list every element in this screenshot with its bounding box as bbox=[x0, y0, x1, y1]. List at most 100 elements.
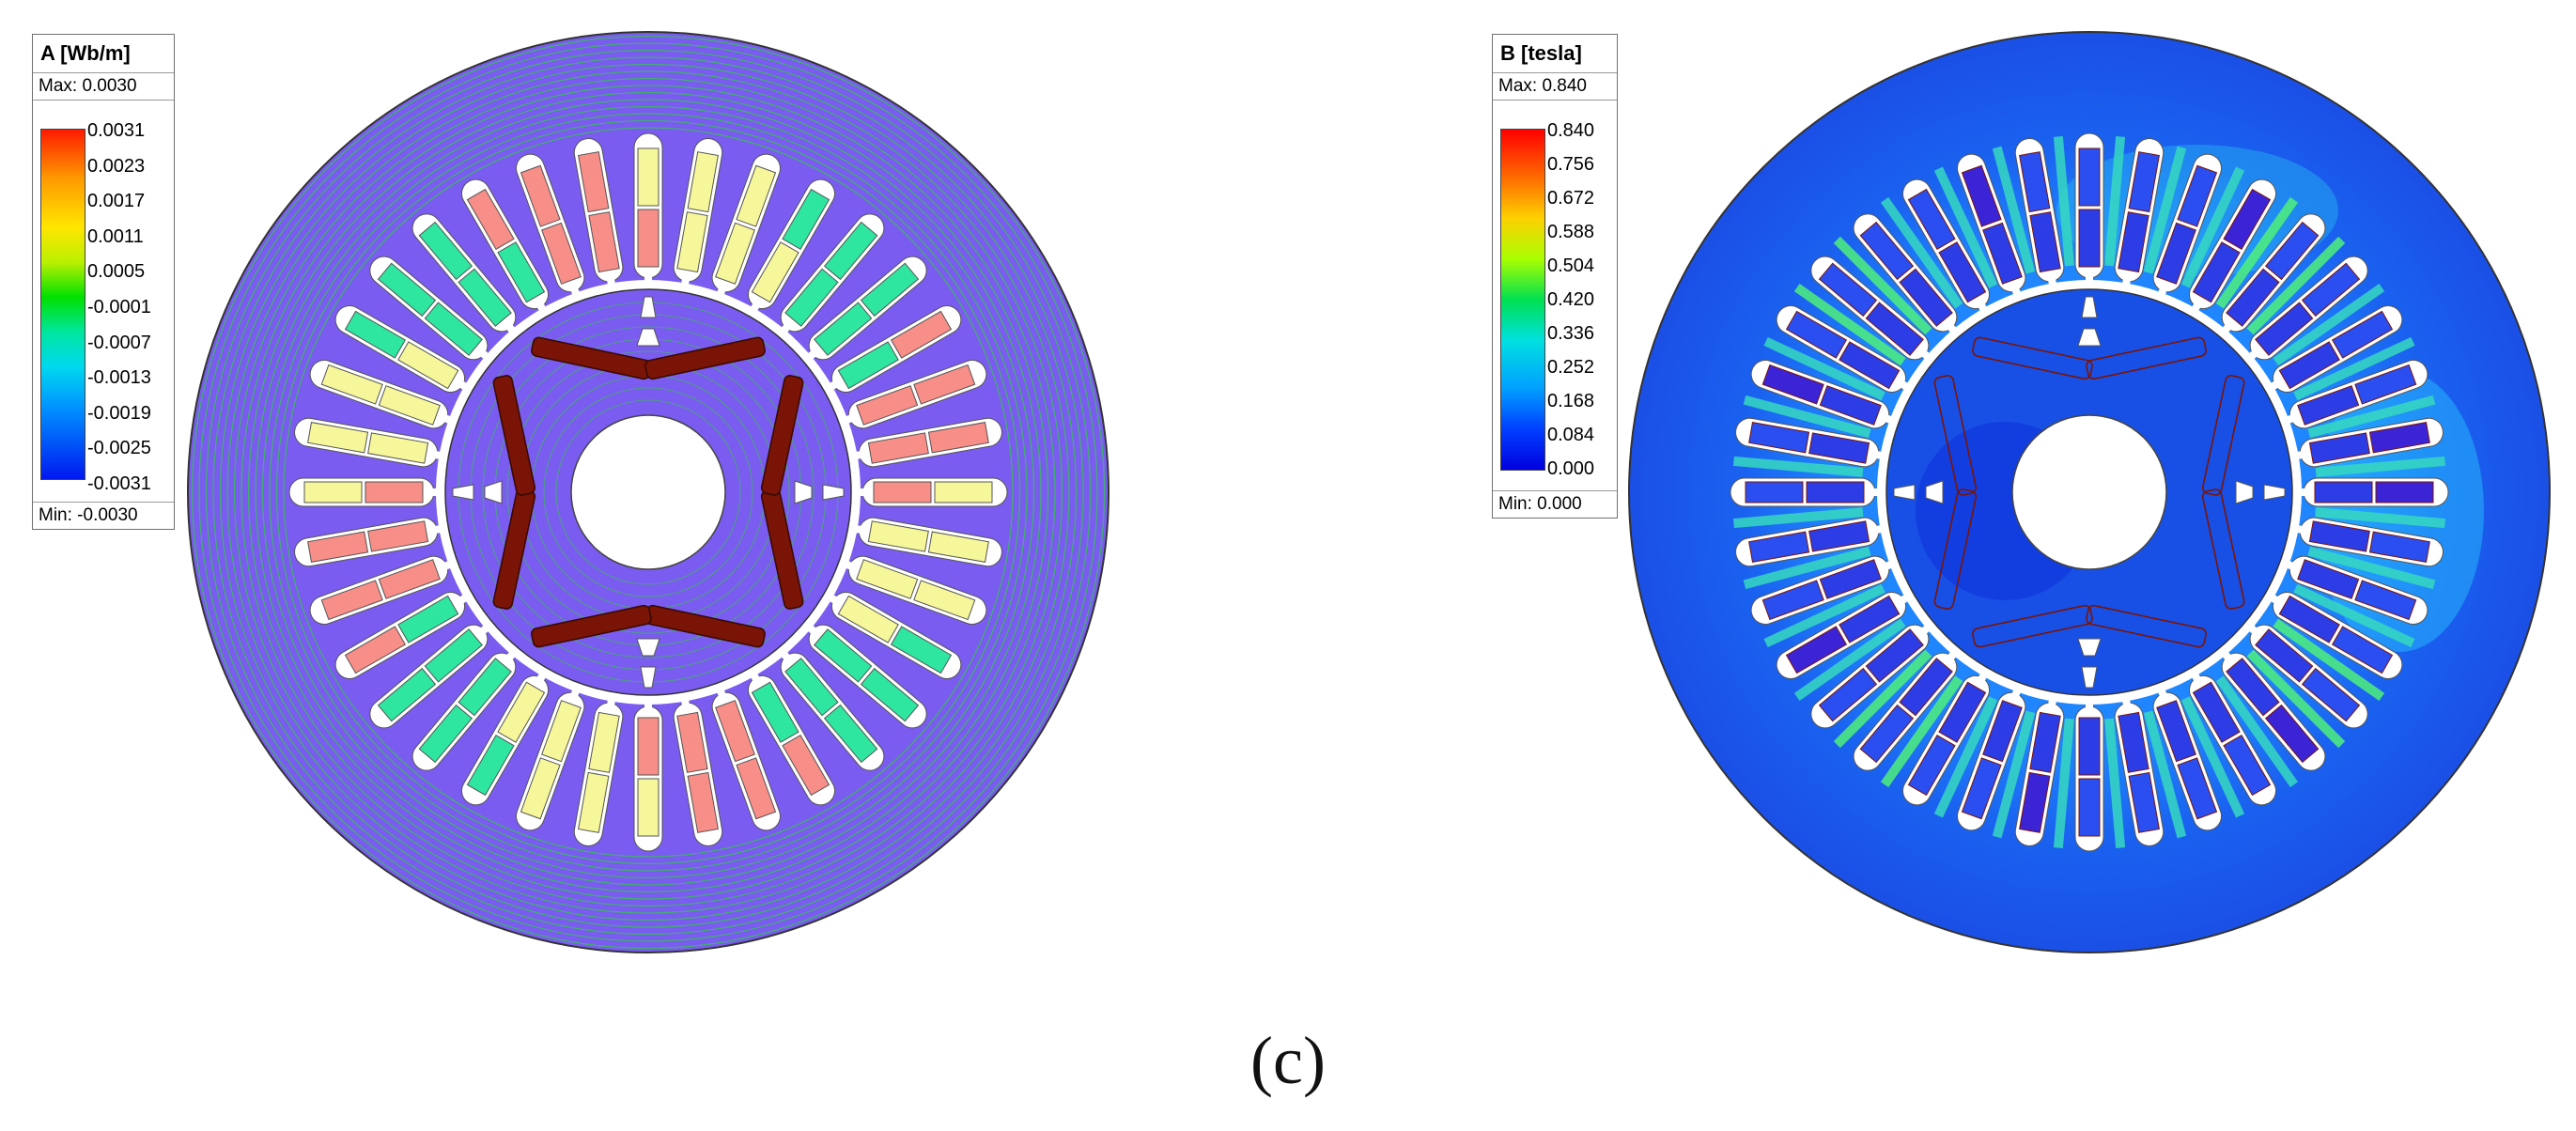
legend-tick-label: 0.0031 bbox=[87, 120, 146, 141]
flux-line bbox=[506, 350, 790, 634]
legend-tick-label: -0.0019 bbox=[87, 402, 151, 424]
coil-side bbox=[2226, 658, 2280, 717]
stator-tooth bbox=[1763, 336, 1885, 401]
coil-side bbox=[365, 481, 424, 504]
stator-tooth bbox=[1992, 146, 2036, 274]
coil-side bbox=[782, 188, 830, 251]
coil-side bbox=[736, 164, 777, 227]
flux-line bbox=[255, 99, 1042, 886]
coil-side bbox=[751, 241, 799, 303]
coil-side bbox=[2255, 628, 2314, 683]
shaft-hole bbox=[2011, 414, 2167, 570]
stator-tooth bbox=[1743, 546, 1871, 590]
rotor-magnet bbox=[644, 336, 766, 380]
stator-slot bbox=[369, 624, 489, 729]
stator-slot bbox=[309, 359, 452, 429]
stator-tooth bbox=[2315, 456, 2445, 477]
flux-barrier bbox=[2077, 638, 2102, 657]
coil-side bbox=[1982, 222, 2023, 285]
coil-side bbox=[2314, 481, 2373, 504]
stator-slot bbox=[845, 555, 987, 626]
stator-slot bbox=[2074, 132, 2126, 282]
legend-min-label: Min: -0.0030 bbox=[33, 502, 174, 529]
coil-side bbox=[307, 531, 369, 563]
stator-tooth bbox=[1933, 696, 1998, 818]
stator-slot bbox=[2215, 651, 2326, 788]
coil-side bbox=[2156, 222, 2196, 285]
rotor-magnet bbox=[492, 375, 536, 496]
coil-side bbox=[367, 432, 429, 464]
coil-side bbox=[637, 209, 660, 268]
legend-tick-label: -0.0013 bbox=[87, 367, 151, 389]
coil-side bbox=[541, 222, 582, 285]
coil-side bbox=[497, 681, 546, 743]
stator-tooth bbox=[2246, 236, 2346, 335]
stator-slot bbox=[2014, 136, 2074, 287]
flux-barrier bbox=[640, 666, 657, 689]
coil-side bbox=[715, 700, 755, 763]
coil-side bbox=[913, 580, 976, 621]
coil-side bbox=[637, 717, 660, 776]
stator-slot bbox=[294, 517, 442, 567]
coil-side bbox=[860, 262, 920, 318]
stator-tooth bbox=[2180, 696, 2245, 818]
coil-side bbox=[2118, 211, 2149, 273]
stator-slot bbox=[711, 689, 782, 831]
coil-side bbox=[2078, 147, 2101, 207]
coil-side bbox=[520, 164, 561, 227]
coil-side bbox=[2192, 241, 2241, 303]
stator-slot bbox=[1880, 672, 1990, 806]
coil-side bbox=[856, 385, 919, 426]
stator-slot bbox=[711, 153, 782, 296]
coil-side bbox=[2128, 771, 2160, 833]
coil-side bbox=[378, 385, 441, 426]
coil-side bbox=[2331, 310, 2394, 359]
coil-side bbox=[2223, 734, 2272, 797]
rotor-magnet bbox=[531, 604, 652, 648]
coil-side bbox=[1907, 188, 1956, 251]
coil-side bbox=[1961, 164, 2002, 227]
coil-side bbox=[344, 626, 407, 674]
legend-title: B [tesla] bbox=[1493, 35, 1617, 73]
legend-tick-label: 0.0023 bbox=[87, 155, 146, 177]
stator-tooth bbox=[2307, 546, 2436, 590]
coil-side bbox=[867, 432, 929, 464]
legend-max-label: Max: 0.840 bbox=[1493, 73, 1617, 101]
flux-barrier bbox=[822, 484, 845, 501]
coil-side bbox=[823, 221, 878, 281]
flux-barrier bbox=[1893, 484, 1916, 501]
stator-tooth bbox=[2215, 675, 2299, 788]
stator-tooth bbox=[2215, 196, 2299, 309]
coil-side bbox=[303, 481, 363, 504]
stator-slot bbox=[859, 477, 1008, 507]
coil-side bbox=[687, 151, 719, 213]
stator-slot bbox=[807, 256, 927, 361]
legend-tick-label: 0.0011 bbox=[87, 225, 144, 247]
stator-slot bbox=[2295, 517, 2444, 590]
stator-slot bbox=[2286, 555, 2429, 648]
flux-line bbox=[555, 399, 741, 585]
flux-line bbox=[219, 63, 1078, 922]
flux-line bbox=[269, 113, 1028, 872]
coil-side bbox=[1865, 302, 1924, 356]
coil-side bbox=[890, 626, 953, 674]
stator-slot bbox=[294, 417, 442, 468]
stator-slot bbox=[411, 213, 517, 333]
stator-slot bbox=[780, 651, 885, 771]
stator-slot bbox=[1992, 698, 2065, 846]
coil-side bbox=[784, 268, 839, 327]
coil-side bbox=[860, 667, 920, 722]
legend-tick-label: 0.168 bbox=[1547, 391, 1595, 411]
coil-side bbox=[2278, 595, 2340, 643]
stator-tooth bbox=[1933, 166, 1998, 288]
coil-side bbox=[784, 658, 839, 717]
coil-side bbox=[424, 302, 483, 356]
flux-barrier bbox=[2077, 328, 2102, 347]
stator-slot bbox=[1833, 649, 1958, 771]
stator-slot bbox=[1793, 618, 1931, 729]
coil-side bbox=[1839, 341, 1901, 390]
rotor-magnet bbox=[1972, 604, 2093, 648]
flux-line bbox=[198, 42, 1098, 942]
coil-side bbox=[2177, 757, 2218, 820]
rotor-magnet bbox=[2086, 336, 2207, 380]
